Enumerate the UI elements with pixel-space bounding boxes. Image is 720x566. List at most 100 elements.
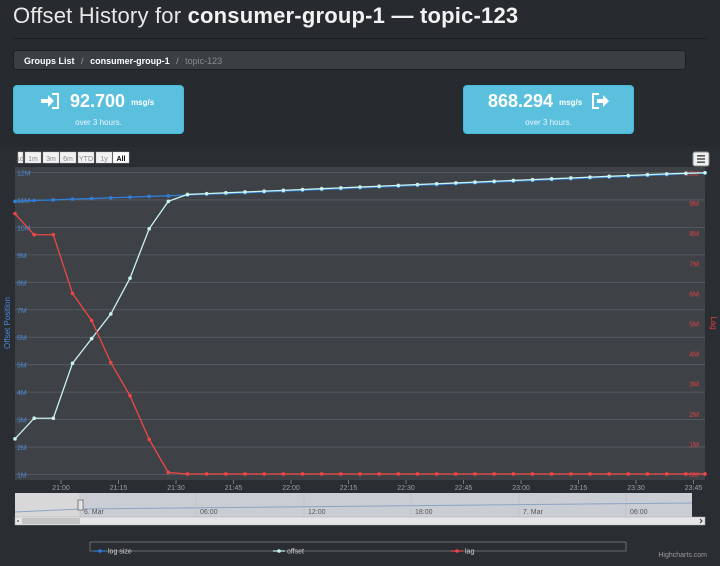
stat-in-unit: msg/s	[131, 97, 155, 107]
x-axis: 21:00 21:15 21:30 21:45 22:00 22:15 22:30 22:45…	[52, 480, 702, 492]
left-tick-label: 7M	[17, 308, 27, 315]
title-dash: —	[391, 3, 414, 28]
range-button-6m[interactable]: 6m	[59, 151, 77, 164]
series-point-offset	[703, 170, 707, 175]
legend-item-log-size[interactable]: log size	[108, 549, 132, 556]
right-tick-label: 0M	[689, 472, 699, 479]
series-point-offset	[684, 171, 688, 176]
range-button-bg	[24, 151, 42, 164]
x-tick-label: 23:30	[627, 485, 645, 492]
series-point-offset	[13, 437, 17, 441]
range-button-bg	[95, 151, 113, 164]
series-point-lag	[358, 472, 362, 476]
series-point-offset	[377, 184, 381, 189]
left-tick-label: 4M	[17, 390, 27, 397]
plot-area	[15, 167, 705, 480]
breadcrumb: Groups List / consumer-group-1 / topic-1…	[13, 50, 686, 70]
navigator-selection[interactable]	[80, 493, 692, 517]
series-point-lag	[434, 472, 439, 476]
series-point-offset	[204, 191, 209, 196]
legend-item-lag[interactable]: lag	[465, 549, 474, 556]
series-point-lag	[396, 472, 401, 476]
range-button-label: 3m	[46, 156, 56, 163]
right-tick-label: 2M	[689, 412, 699, 419]
series-point-lag	[588, 472, 592, 476]
right-tick-label: 10M	[685, 171, 699, 178]
series-point-offset	[664, 172, 669, 176]
series-point-log-size	[109, 195, 113, 200]
legend-item-offset[interactable]: offset	[287, 549, 304, 556]
range-button-all[interactable]: All	[112, 151, 130, 164]
series-point-lag	[166, 470, 171, 475]
left-tick-label: 6M	[17, 335, 27, 342]
series-point-lag	[185, 472, 190, 476]
series-point-lag	[473, 472, 477, 476]
range-button-label: 6m	[63, 156, 73, 163]
series-point-lag	[377, 472, 381, 476]
range-button-bg	[17, 151, 24, 164]
series-point-log-size	[32, 198, 36, 203]
x-tick-label: 21:00	[52, 485, 70, 492]
x-tick-label: 21:15	[110, 485, 128, 492]
range-button-1y[interactable]: 1y	[95, 151, 113, 164]
navigator-tick-label: 7. Mar	[523, 509, 544, 516]
x-tick-label: 23:45	[685, 485, 703, 492]
series-point-offset	[626, 173, 631, 178]
series-point-offset	[281, 188, 286, 193]
y-axis-title-right: Lag	[709, 316, 718, 329]
navigator-handle[interactable]	[77, 499, 84, 511]
series-point-lag	[147, 437, 151, 442]
series-point-lag	[300, 472, 305, 476]
range-button-bg	[77, 151, 95, 164]
stat-in-subtitle: over 3 hours.	[75, 118, 122, 127]
series-point-offset	[434, 181, 439, 186]
grid-lines	[15, 172, 705, 475]
right-tick-label: 1M	[689, 442, 699, 449]
range-button-3m[interactable]: 3m	[42, 151, 60, 164]
series-point-offset	[549, 177, 554, 181]
scrollbar[interactable]	[14, 516, 706, 526]
series-point-log-size	[166, 194, 171, 198]
stat-out-subtitle: over 3 hours.	[525, 118, 572, 127]
breadcrumb-separator: /	[81, 56, 84, 66]
series-point-offset	[319, 186, 324, 191]
series-point-offset	[588, 175, 592, 179]
series-point-offset	[51, 416, 56, 421]
left-tick-label: 3M	[17, 418, 27, 425]
breadcrumb-group[interactable]: consumer-group-1	[90, 56, 170, 66]
stat-in-value: 92.700	[70, 91, 126, 111]
legend-items: log size offset lag	[94, 549, 474, 556]
series-point-offset	[454, 181, 458, 185]
series-point-log-size	[147, 194, 151, 199]
range-button-1m[interactable]: 1m	[24, 151, 42, 164]
series-point-lag	[13, 211, 17, 216]
series-point-log-size	[51, 198, 56, 202]
legend-marker	[98, 549, 102, 553]
scrollbar-thumb[interactable]	[22, 518, 80, 524]
series-point-lag	[109, 360, 113, 365]
scroll-right-icon[interactable]	[699, 518, 703, 524]
series-point-offset	[70, 361, 75, 366]
series-point-lag	[339, 472, 343, 476]
range-button-label: 1d	[16, 156, 24, 163]
series-point-lag	[204, 472, 209, 476]
breadcrumb-groups-list[interactable]: Groups List	[24, 56, 75, 66]
title-divider	[13, 38, 707, 39]
series-point-offset	[358, 185, 362, 189]
series-point-offset	[492, 179, 496, 184]
x-tick-label: 22:30	[397, 485, 415, 492]
hamburger-menu-icon[interactable]	[692, 151, 710, 167]
range-button-bg	[59, 151, 77, 164]
credits[interactable]: Highcharts.com	[658, 552, 707, 559]
series-point-offset	[530, 177, 535, 182]
navigator-tick-label: 18:00	[415, 509, 433, 516]
range-button-1d[interactable]: 1d	[16, 151, 24, 164]
series-point-offset	[224, 191, 228, 195]
range-button-ytd[interactable]: YTD	[77, 151, 95, 164]
right-tick-label: 8M	[689, 231, 699, 238]
series-point-offset	[339, 186, 343, 190]
navigator-tick-label: 06:00	[630, 509, 648, 516]
series-point-offset	[569, 176, 573, 180]
series-point-offset	[473, 180, 477, 184]
left-tick-label: 8M	[17, 280, 27, 287]
